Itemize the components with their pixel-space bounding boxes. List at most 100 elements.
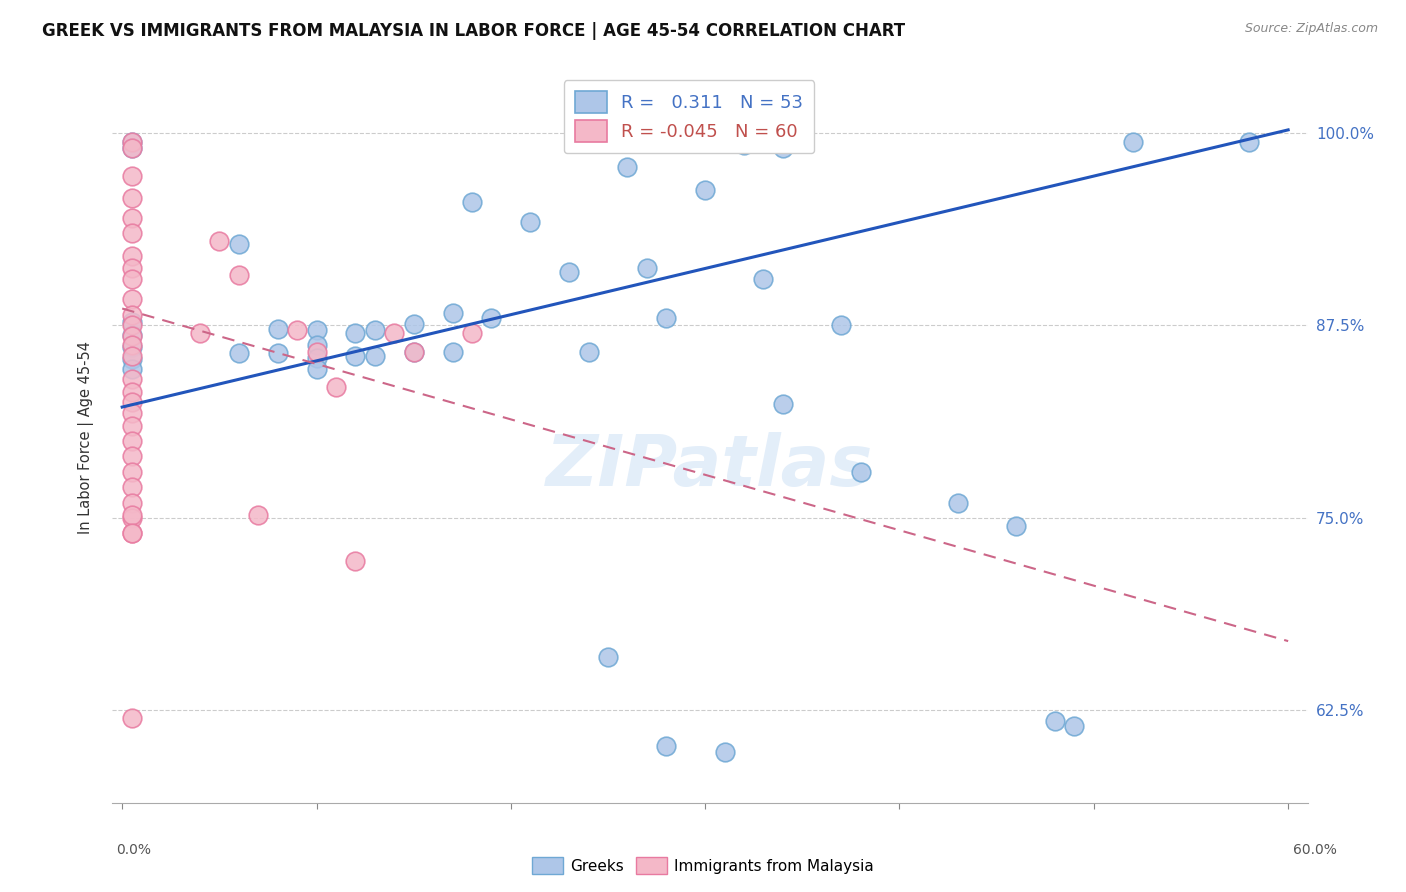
Text: GREEK VS IMMIGRANTS FROM MALAYSIA IN LABOR FORCE | AGE 45-54 CORRELATION CHART: GREEK VS IMMIGRANTS FROM MALAYSIA IN LAB… bbox=[42, 22, 905, 40]
Point bbox=[578, 344, 600, 359]
Point bbox=[1043, 714, 1066, 729]
Point bbox=[596, 649, 619, 664]
Point bbox=[121, 329, 143, 343]
Point bbox=[344, 326, 367, 340]
Point bbox=[121, 434, 143, 448]
Text: Source: ZipAtlas.com: Source: ZipAtlas.com bbox=[1244, 22, 1378, 36]
Point bbox=[121, 495, 143, 509]
Point bbox=[344, 349, 367, 363]
Point bbox=[325, 380, 347, 394]
Point bbox=[121, 340, 143, 354]
Point bbox=[772, 141, 794, 155]
Point bbox=[305, 351, 328, 365]
Point bbox=[121, 511, 143, 525]
Point bbox=[121, 135, 143, 149]
Point bbox=[121, 327, 143, 342]
Point bbox=[752, 135, 775, 149]
Point bbox=[772, 397, 794, 411]
Point bbox=[695, 183, 717, 197]
Point bbox=[121, 141, 143, 155]
Point bbox=[121, 406, 143, 420]
Point bbox=[713, 135, 735, 149]
Point bbox=[461, 195, 484, 210]
Point bbox=[121, 292, 143, 306]
Y-axis label: In Labor Force | Age 45-54: In Labor Force | Age 45-54 bbox=[77, 341, 94, 533]
Point bbox=[121, 135, 143, 149]
Point bbox=[121, 526, 143, 541]
Point bbox=[121, 711, 143, 725]
Point bbox=[208, 234, 231, 248]
Point bbox=[946, 495, 969, 509]
Point bbox=[285, 323, 308, 337]
Point bbox=[636, 261, 658, 276]
Point bbox=[121, 249, 143, 263]
Point bbox=[121, 508, 143, 522]
Point bbox=[121, 261, 143, 276]
Point bbox=[121, 338, 143, 352]
Point bbox=[441, 306, 464, 320]
Point bbox=[364, 349, 387, 363]
Point bbox=[305, 361, 328, 376]
Point bbox=[121, 361, 143, 376]
Point bbox=[519, 215, 541, 229]
Point bbox=[228, 346, 250, 360]
Point bbox=[713, 745, 735, 759]
Point bbox=[382, 326, 405, 340]
Point bbox=[558, 264, 581, 278]
Point bbox=[461, 326, 484, 340]
Point bbox=[121, 191, 143, 205]
Point bbox=[849, 465, 872, 479]
Point bbox=[1374, 135, 1396, 149]
Point bbox=[121, 480, 143, 494]
Point bbox=[752, 272, 775, 286]
Point bbox=[364, 323, 387, 337]
Point bbox=[1063, 719, 1085, 733]
Point bbox=[121, 226, 143, 240]
Point bbox=[121, 352, 143, 367]
Point bbox=[305, 344, 328, 359]
Point bbox=[481, 310, 503, 325]
Point bbox=[228, 236, 250, 251]
Point bbox=[305, 338, 328, 352]
Point bbox=[402, 317, 425, 331]
Point bbox=[655, 310, 678, 325]
Point bbox=[121, 318, 143, 333]
Point bbox=[247, 508, 270, 522]
Point bbox=[830, 318, 852, 333]
Point bbox=[121, 384, 143, 399]
Point bbox=[1122, 135, 1144, 149]
Point bbox=[121, 272, 143, 286]
Text: 0.0%: 0.0% bbox=[117, 843, 150, 857]
Point bbox=[121, 315, 143, 329]
Point bbox=[441, 344, 464, 359]
Point bbox=[1005, 518, 1028, 533]
Point bbox=[121, 169, 143, 183]
Text: 60.0%: 60.0% bbox=[1292, 843, 1337, 857]
Point bbox=[121, 308, 143, 322]
Point bbox=[402, 344, 425, 359]
Point bbox=[121, 211, 143, 225]
Text: ZIPatlas: ZIPatlas bbox=[547, 432, 873, 500]
Point bbox=[675, 135, 697, 149]
Point bbox=[655, 739, 678, 753]
Point bbox=[1239, 135, 1261, 149]
Point bbox=[266, 346, 288, 360]
Point bbox=[121, 418, 143, 433]
Point bbox=[616, 160, 638, 174]
Point bbox=[733, 138, 755, 153]
Point bbox=[121, 395, 143, 409]
Legend: Greeks, Immigrants from Malaysia: Greeks, Immigrants from Malaysia bbox=[526, 851, 880, 880]
Point bbox=[188, 326, 211, 340]
Point bbox=[402, 344, 425, 359]
Legend: R =   0.311   N = 53, R = -0.045   N = 60: R = 0.311 N = 53, R = -0.045 N = 60 bbox=[564, 80, 814, 153]
Point bbox=[121, 349, 143, 363]
Point bbox=[121, 372, 143, 386]
Point bbox=[344, 554, 367, 568]
Point bbox=[305, 323, 328, 337]
Point bbox=[121, 465, 143, 479]
Point bbox=[121, 450, 143, 464]
Point bbox=[228, 268, 250, 282]
Point bbox=[266, 321, 288, 335]
Point bbox=[121, 526, 143, 541]
Point bbox=[121, 141, 143, 155]
